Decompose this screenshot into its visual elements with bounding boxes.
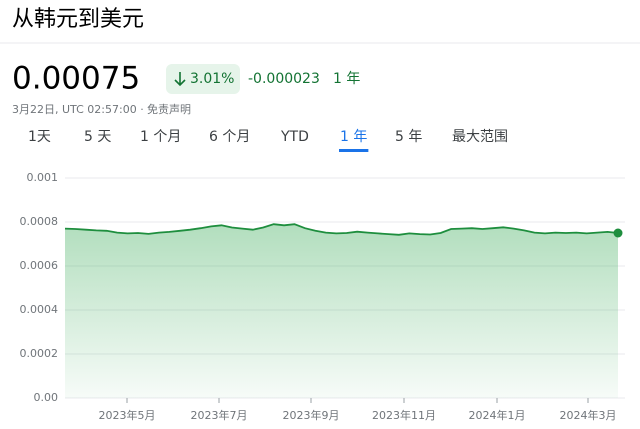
area	[65, 224, 618, 398]
x-tick-label: 2023年7月	[191, 408, 248, 422]
x-tick-label: 2023年5月	[99, 408, 156, 422]
range-tab[interactable]: 1天	[28, 129, 51, 145]
y-tick-label: 0.0006	[20, 259, 59, 272]
y-tick-label: 0.0002	[20, 347, 59, 360]
change-badge	[166, 64, 240, 94]
y-tick-label: 0.001	[27, 171, 59, 184]
range-tab[interactable]: 5 年	[395, 129, 422, 145]
line	[64, 223, 619, 236]
x-tick-label: 2024年3月	[560, 408, 617, 422]
tab-underline	[339, 149, 369, 152]
y-tick-label: 0.0008	[20, 215, 59, 228]
plot: 0.00 0.0002 0.0004 0.0006 0.0008 0.001 2023年5月…	[20, 171, 625, 422]
disclaimer-link[interactable]: 免责声明	[147, 102, 191, 116]
range-tab[interactable]: 最大范围	[452, 128, 508, 145]
change-percent: 3.01%	[190, 71, 234, 87]
timestamp: 3月22日, UTC 02:57:00 ·	[12, 103, 144, 116]
title: 从韩元到美元	[12, 7, 144, 32]
range-tab[interactable]: 6 个月	[209, 129, 250, 145]
range-tab[interactable]: 1 年	[340, 129, 367, 145]
range-tab[interactable]: 5 天	[84, 129, 111, 145]
range-tab[interactable]: 1 个月	[140, 129, 181, 145]
down-arrow	[174, 72, 186, 87]
change-absolute: -0.000023	[248, 71, 320, 87]
period: 1 年	[333, 71, 360, 87]
x-tick-label: 2023年11月	[372, 408, 436, 422]
y-tick-label: 0.00	[34, 391, 59, 404]
x-tick-label: 2024年1月	[469, 408, 526, 422]
last-point	[613, 228, 623, 238]
range-tab[interactable]: YTD	[280, 129, 309, 145]
y-tick-label: 0.0004	[20, 303, 59, 316]
range-tabs: 1天 5 天 1 个月 6 个月 YTD 1 年 5 年 最大范围	[28, 128, 508, 152]
x-tick-label: 2023年9月	[283, 408, 340, 422]
price: 0.00075	[12, 61, 140, 97]
